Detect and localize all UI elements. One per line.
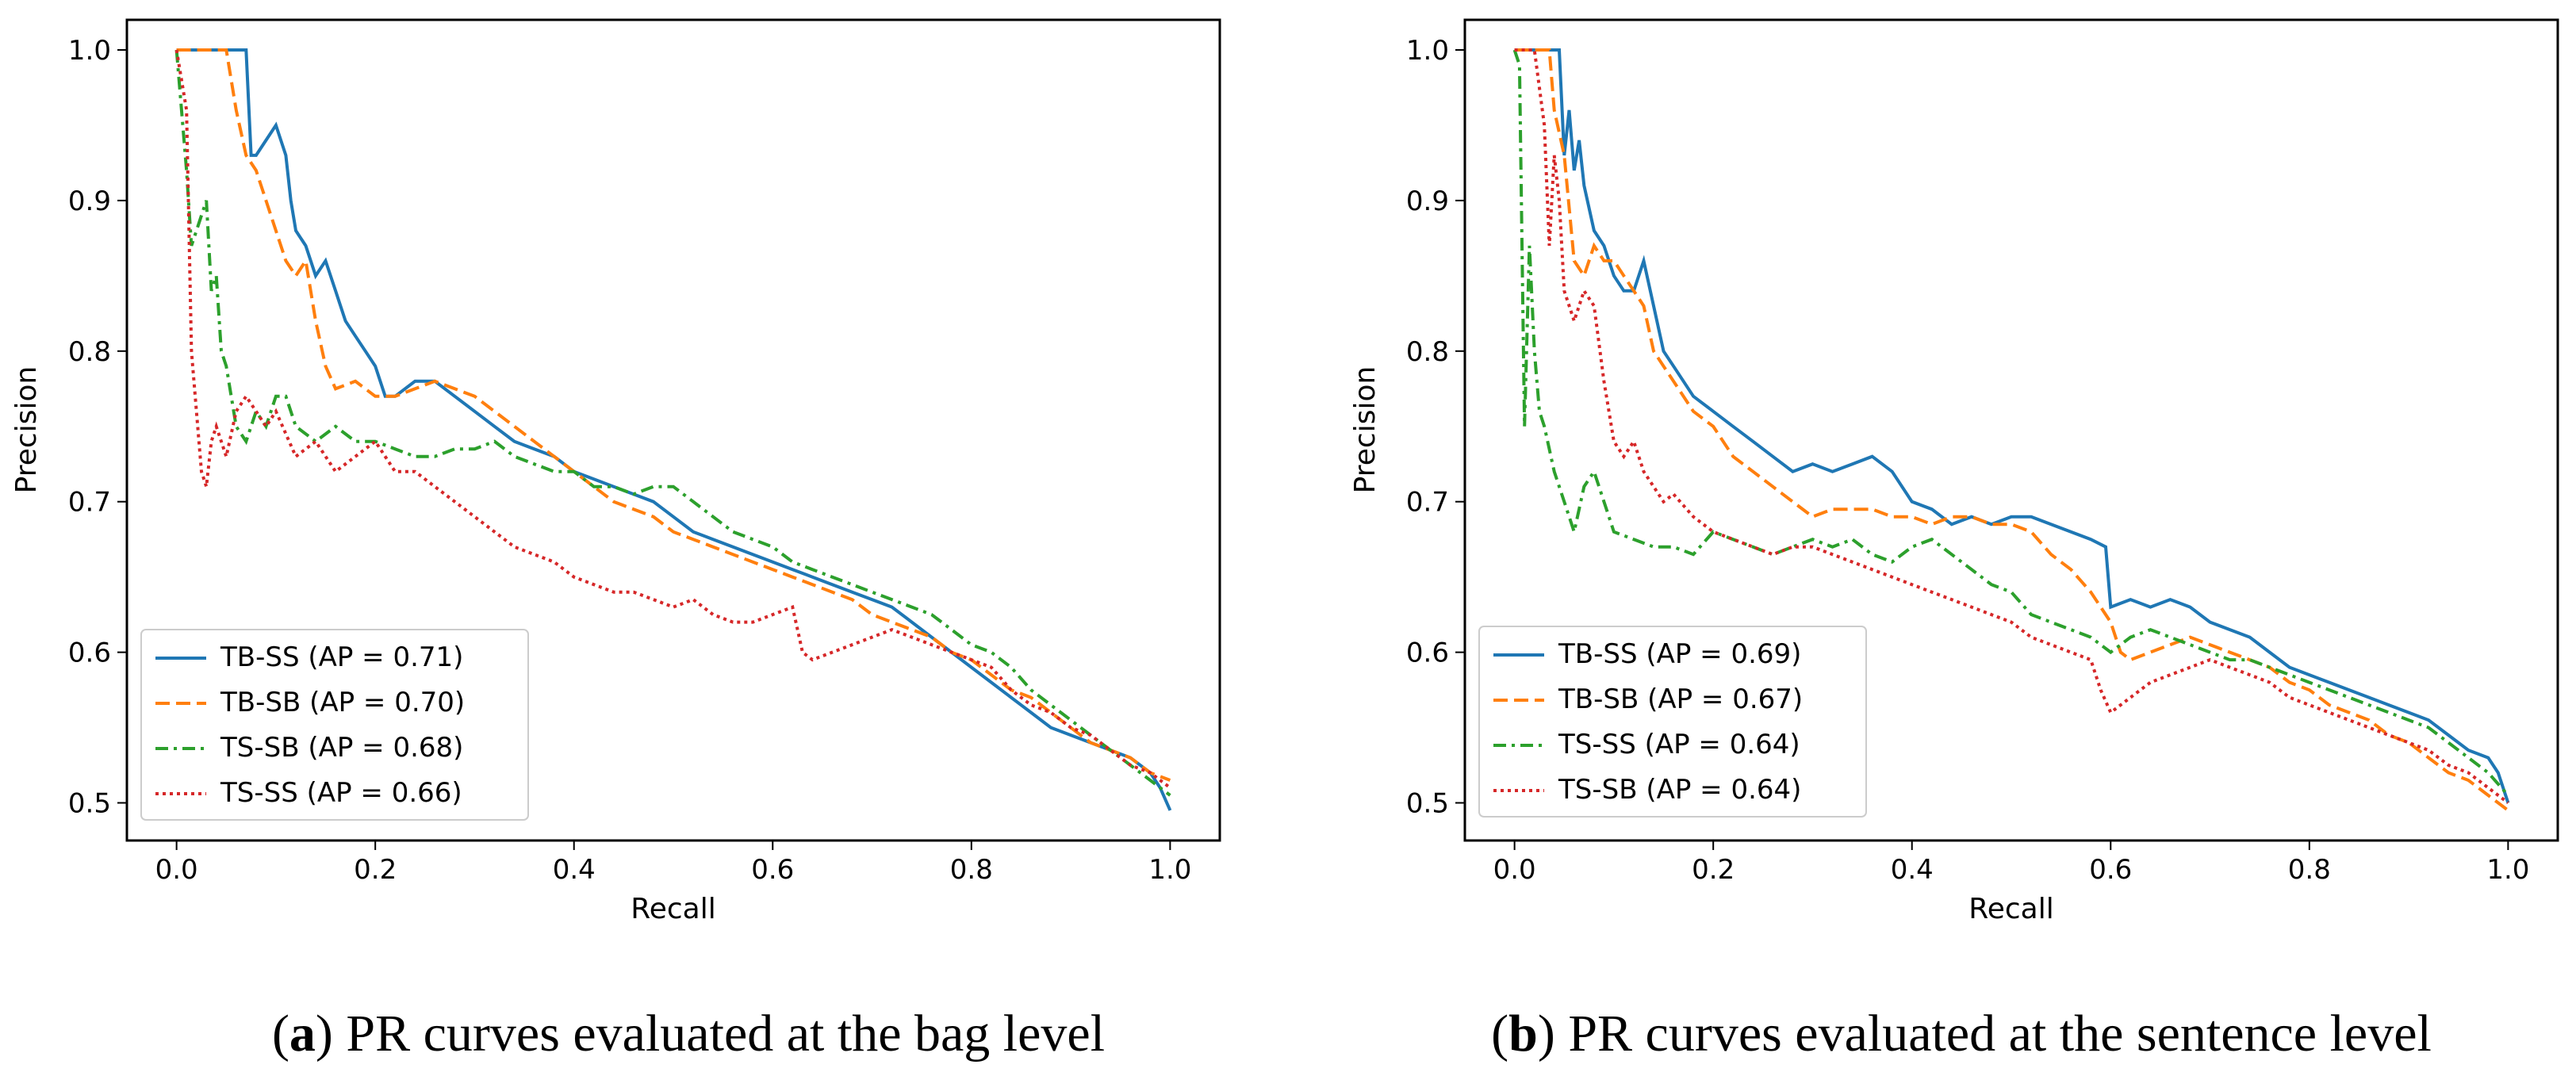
panel-a-caption-text: PR curves evaluated at the bag level xyxy=(346,1005,1105,1063)
panel-a-legend-box xyxy=(140,629,529,821)
panel-b-x-tick-label: 0.6 xyxy=(2089,854,2132,886)
panel-b-series-3-line xyxy=(1512,49,2509,797)
panel-b-y-tick-label: 0.7 xyxy=(1406,487,1449,519)
panel-b: 0.0 0.2 0.4 0.6 0.8 1.0 0.5 0.6 0.7 0.8 0.9 1.0 Rec… xyxy=(1349,18,2559,1063)
panel-a-axes-frame xyxy=(125,18,1221,842)
panel-b-legend-box xyxy=(1478,626,1867,818)
panel-a: 0.0 0.2 0.4 0.6 0.8 1.0 0.5 0.6 0.7 0.8 0.9 1.0 Rec… xyxy=(10,18,1221,1063)
panel-b-series-2-line xyxy=(1514,48,2509,812)
panel-a-legend-label-1: TB-SS (AP = 0.71) xyxy=(220,641,463,673)
panel-a-y-tick-label: 1.0 xyxy=(68,35,111,67)
panel-b-legend-label-1: TB-SS (AP = 0.69) xyxy=(1558,638,1801,670)
panel-a-legend-label-4: TS-SS (AP = 0.66) xyxy=(220,777,462,809)
panel-a-x-tick-label: 0.8 xyxy=(950,854,993,886)
panel-a-x-tick-label: 0.2 xyxy=(354,854,397,886)
panel-b-series-1-line xyxy=(1514,48,2510,804)
panel-b-x-axis-label: Recall xyxy=(1968,893,2053,925)
panel-a-x-tick-label: 0.4 xyxy=(553,854,596,886)
panel-a-caption: (a) PR curves evaluated at the bag level xyxy=(272,1005,1105,1063)
panel-a-series-4-line xyxy=(174,49,1171,790)
panel-a-legend-label-3: TS-SB (AP = 0.68) xyxy=(220,732,463,764)
panel-b-x-tick-label: 0.8 xyxy=(2288,854,2331,886)
panel-b-x-tick-label: 0.0 xyxy=(1493,854,1536,886)
panel-b-legend-label-3: TS-SS (AP = 0.64) xyxy=(1558,729,1800,760)
panel-b-legend-label-2: TB-SB (AP = 0.67) xyxy=(1558,684,1803,715)
panel-a-x-axis-label: Recall xyxy=(631,893,715,925)
panel-a-y-tick-label: 0.8 xyxy=(68,336,111,368)
panel-b-x-tick-label: 0.2 xyxy=(1692,854,1735,886)
panel-a-y-tick-label: 0.6 xyxy=(68,638,111,669)
panel-b-caption: (b) PR curves evaluated at the sentence … xyxy=(1491,1005,2432,1063)
panel-a-y-tick-label: 0.9 xyxy=(68,186,111,217)
panel-a-y-tick-label: 0.5 xyxy=(68,788,111,820)
panel-b-y-tick-label: 0.9 xyxy=(1406,186,1449,217)
panel-a-x-tick-label: 1.0 xyxy=(1148,854,1191,886)
panel-b-caption-label: b xyxy=(1508,1005,1538,1063)
panel-a-legend-label-2: TB-SB (AP = 0.70) xyxy=(220,687,465,718)
panel-a-series-1-line xyxy=(176,48,1172,811)
panel-b-y-tick-label: 0.5 xyxy=(1406,788,1449,820)
panel-a-legend: TB-SS (AP = 0.71) TB-SB (AP = 0.70) TS-SB … xyxy=(140,629,529,821)
panel-a-y-axis-label: Precision xyxy=(10,366,43,494)
panel-a-x-tick-label: 0.0 xyxy=(155,854,198,886)
panel-a-series-2-line xyxy=(176,48,1171,782)
panel-a-ticks: 0.0 0.2 0.4 0.6 0.8 1.0 0.5 0.6 0.7 0.8 0.9 1.0 xyxy=(68,35,1191,886)
panel-b-x-tick-label: 1.0 xyxy=(2486,854,2529,886)
panel-b-y-tick-label: 0.8 xyxy=(1406,336,1449,368)
panel-b-y-axis-label: Precision xyxy=(1349,366,1382,494)
panel-b-y-tick-label: 0.6 xyxy=(1406,638,1449,669)
panel-b-y-tick-label: 1.0 xyxy=(1406,35,1449,67)
panel-a-series-group xyxy=(174,48,1172,811)
panel-a-x-tick-label: 0.6 xyxy=(751,854,794,886)
panel-b-series-group xyxy=(1512,48,2510,812)
panel-b-axes-frame xyxy=(1463,18,2559,842)
panel-b-x-tick-label: 0.4 xyxy=(1891,854,1934,886)
panel-a-y-tick-label: 0.7 xyxy=(68,487,111,519)
panel-b-legend: TB-SS (AP = 0.69) TB-SB (AP = 0.67) TS-SS … xyxy=(1478,626,1867,818)
panel-b-series-4-line xyxy=(1514,48,2509,805)
panel-b-caption-text: PR curves evaluated at the sentence leve… xyxy=(1568,1005,2432,1063)
panel-a-caption-label: a xyxy=(289,1005,316,1063)
panel-b-ticks: 0.0 0.2 0.4 0.6 0.8 1.0 0.5 0.6 0.7 0.8 0.9 1.0 xyxy=(1406,35,2529,886)
panel-b-legend-label-4: TS-SB (AP = 0.64) xyxy=(1558,774,1801,806)
panel-a-series-3-line xyxy=(174,49,1171,797)
